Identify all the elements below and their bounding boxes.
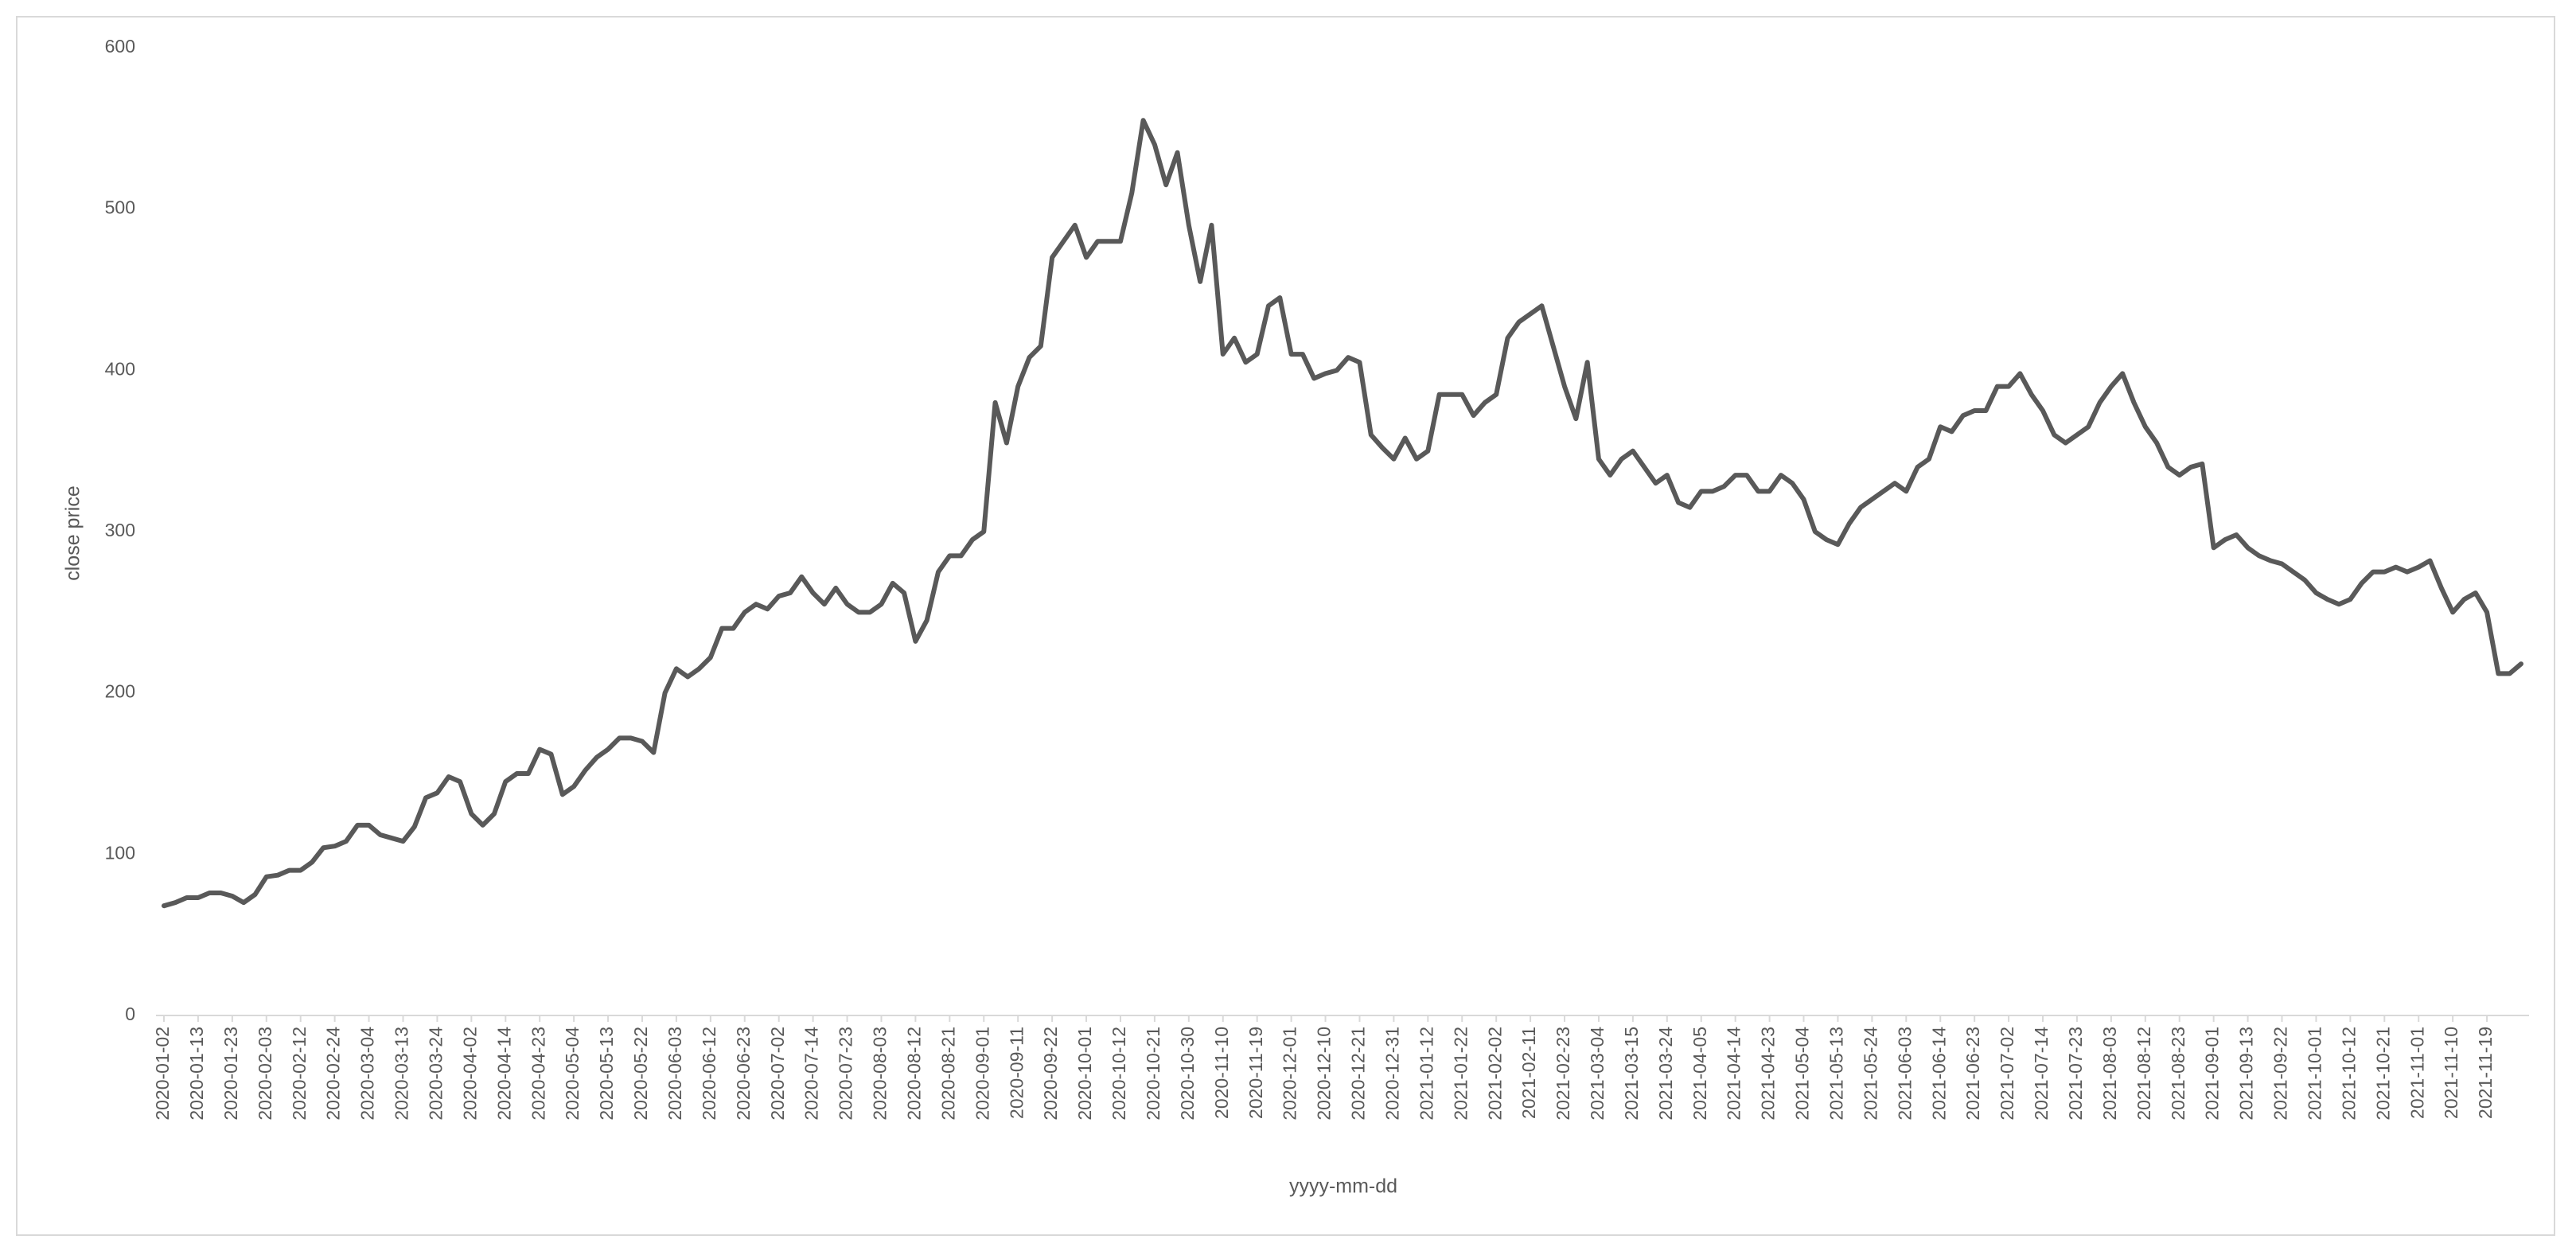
y-tick-label: 200 [105, 681, 135, 702]
x-tick-label: 2020-07-14 [801, 1027, 822, 1121]
x-tick-label: 2020-03-24 [425, 1027, 446, 1121]
x-tick-label: 2020-04-02 [459, 1027, 480, 1121]
x-tick-label: 2021-08-23 [2168, 1027, 2188, 1121]
x-tick-label: 2021-09-22 [2270, 1027, 2291, 1121]
x-tick-label: 2020-09-11 [1006, 1027, 1027, 1119]
x-tick-label: 2021-01-22 [1450, 1027, 1471, 1121]
y-tick-label: 500 [105, 197, 135, 218]
x-tick-label: 2020-03-04 [357, 1027, 378, 1121]
x-tick-label: 2021-10-12 [2338, 1027, 2359, 1121]
x-tick-label: 2020-07-02 [767, 1027, 788, 1121]
x-tick-label: 2020-10-12 [1109, 1027, 1129, 1121]
x-tick-label: 2021-03-15 [1621, 1027, 1642, 1121]
x-tick-label: 2020-05-04 [562, 1027, 583, 1121]
x-tick-label: 2020-04-14 [493, 1027, 514, 1121]
x-tick-label: 2021-09-01 [2202, 1027, 2223, 1121]
x-tick-label: 2021-05-04 [1792, 1027, 1813, 1121]
x-tick-label: 2020-08-03 [870, 1027, 890, 1121]
x-tick-label: 2021-04-23 [1758, 1027, 1779, 1121]
x-tick-label: 2020-02-03 [255, 1027, 275, 1121]
x-tick-label: 2020-03-13 [392, 1027, 412, 1121]
x-tick-label: 2021-04-05 [1689, 1027, 1710, 1121]
chart-border [16, 16, 2555, 1236]
x-tick-label: 2021-05-13 [1826, 1027, 1847, 1121]
x-tick-label: 2020-09-01 [972, 1027, 992, 1121]
x-tick-label: 2020-12-01 [1280, 1027, 1300, 1121]
x-tick-label: 2021-02-11 [1518, 1027, 1539, 1119]
x-tick-label: 2020-06-03 [664, 1027, 685, 1121]
x-tick-label: 2020-10-21 [1143, 1027, 1163, 1121]
x-tick-label: 2020-01-02 [152, 1027, 173, 1121]
x-tick-label: 2020-02-12 [289, 1027, 310, 1121]
x-tick-label: 2020-11-19 [1245, 1027, 1266, 1119]
x-tick-label: 2021-08-12 [2134, 1027, 2154, 1121]
x-tick-label: 2020-10-01 [1074, 1027, 1095, 1121]
x-tick-label: 2021-03-24 [1655, 1027, 1676, 1121]
x-tick-label: 2020-10-30 [1177, 1027, 1198, 1121]
x-tick-label: 2020-11-10 [1211, 1027, 1232, 1119]
x-tick-label: 2020-12-10 [1314, 1027, 1335, 1121]
x-tick-label: 2021-08-03 [2099, 1027, 2120, 1121]
x-tick-label: 2020-01-23 [220, 1027, 241, 1121]
x-tick-label: 2021-09-13 [2236, 1027, 2257, 1121]
y-tick-label: 100 [105, 842, 135, 863]
x-tick-label: 2020-12-31 [1382, 1027, 1402, 1121]
x-tick-label: 2020-09-22 [1040, 1027, 1061, 1121]
x-tick-label: 2020-05-22 [630, 1027, 651, 1121]
x-tick-label: 2021-11-19 [2475, 1027, 2496, 1119]
x-tick-label: 2021-07-02 [1997, 1027, 2017, 1121]
x-tick-label: 2021-01-12 [1416, 1027, 1436, 1121]
price-line [162, 118, 2523, 909]
x-tick-label: 2021-04-14 [1724, 1027, 1744, 1121]
x-tick-label: 2021-11-01 [2406, 1027, 2427, 1119]
x-tick-label: 2021-03-04 [1587, 1027, 1608, 1121]
x-tick-label: 2021-05-24 [1860, 1027, 1880, 1121]
x-tick-label: 2020-05-13 [596, 1027, 617, 1121]
x-tick-label: 2021-06-23 [1962, 1027, 1983, 1121]
y-tick-label: 400 [105, 358, 135, 379]
x-tick-label: 2021-11-10 [2441, 1027, 2461, 1119]
x-axis-title: yyyy-mm-dd [1289, 1175, 1397, 1198]
x-tick-label: 2021-07-14 [2031, 1027, 2052, 1121]
x-tick-label: 2020-07-23 [836, 1027, 856, 1121]
y-tick-label: 0 [125, 1004, 135, 1024]
y-tick-label: 300 [105, 520, 135, 540]
x-tick-label: 2020-08-12 [903, 1027, 924, 1121]
x-tick-label: 2020-01-13 [186, 1027, 207, 1121]
x-tick-label: 2020-08-21 [937, 1027, 958, 1121]
y-axis-title: close price [62, 485, 84, 581]
x-tick-label: 2020-02-24 [323, 1027, 344, 1121]
x-tick-label: 2021-06-14 [1928, 1027, 1949, 1121]
y-tick-label: 600 [105, 36, 135, 57]
x-tick-label: 2020-06-12 [699, 1027, 719, 1121]
x-tick-label: 2020-12-21 [1348, 1027, 1369, 1121]
x-tick-label: 2020-04-23 [528, 1027, 548, 1121]
x-tick-label: 2021-06-03 [1894, 1027, 1915, 1121]
x-tick-label: 2021-02-23 [1553, 1027, 1573, 1121]
x-tick-label: 2020-06-23 [733, 1027, 754, 1121]
x-tick-label: 2021-02-02 [1484, 1027, 1505, 1121]
x-tick-label: 2021-10-01 [2305, 1027, 2325, 1121]
x-tick-label: 2021-10-21 [2372, 1027, 2393, 1121]
x-tick-label: 2021-07-23 [2065, 1027, 2086, 1121]
